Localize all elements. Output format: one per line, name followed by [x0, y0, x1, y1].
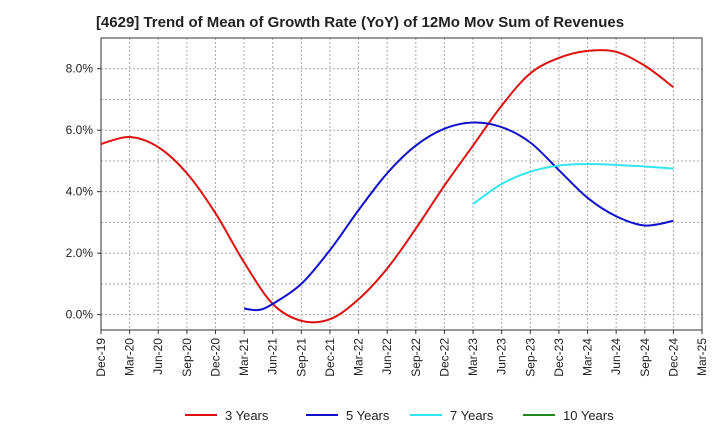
x-tick-label: Jun-23 [495, 338, 509, 375]
y-tick-label: 4.0% [66, 185, 94, 199]
x-tick-label: Jun-22 [380, 338, 394, 375]
x-tick-label: Sep-22 [409, 338, 423, 377]
x-tick-label: Dec-20 [208, 338, 222, 377]
series-line-7-years [472, 163, 674, 205]
x-tick-label: Dec-23 [552, 338, 566, 377]
series-line-3-years [100, 49, 674, 324]
legend-label-3-years: 3 Years [225, 408, 269, 423]
x-tick-label: Dec-24 [666, 338, 680, 377]
x-tick-label: Mar-24 [581, 338, 595, 376]
x-tick-label: Sep-24 [638, 338, 652, 377]
legend-label-10-years: 10 Years [563, 408, 614, 423]
x-tick-label: Sep-23 [523, 338, 537, 377]
x-tick-label: Sep-21 [294, 338, 308, 377]
x-tick-label: Jun-24 [609, 338, 623, 375]
y-tick-label: 2.0% [66, 246, 94, 260]
x-tick-label: Jun-21 [266, 338, 280, 375]
x-tick-label: Mar-20 [123, 338, 137, 376]
y-tick-label: 6.0% [66, 123, 94, 137]
y-tick-label: 0.0% [66, 308, 94, 322]
x-tick-label: Jun-20 [151, 338, 165, 375]
plot-frame [100, 37, 703, 331]
x-tick-label: Dec-21 [323, 338, 337, 377]
x-tick-label: Mar-23 [466, 338, 480, 376]
y-tick-label: 8.0% [66, 62, 94, 76]
x-tick-label: Dec-22 [437, 338, 451, 377]
x-tick-label: Mar-22 [352, 338, 366, 376]
x-tick-label: Sep-20 [180, 338, 194, 377]
legend-label-7-years: 7 Years [450, 408, 494, 423]
legend-label-5-years: 5 Years [346, 408, 390, 423]
series-line-5-years [243, 121, 674, 312]
plot-area [101, 38, 702, 330]
x-tick-label: Dec-19 [94, 338, 108, 377]
chart-title: [4629] Trend of Mean of Growth Rate (YoY… [95, 14, 625, 31]
x-tick-label: Mar-21 [237, 338, 251, 376]
x-tick-label: Mar-25 [695, 338, 709, 376]
